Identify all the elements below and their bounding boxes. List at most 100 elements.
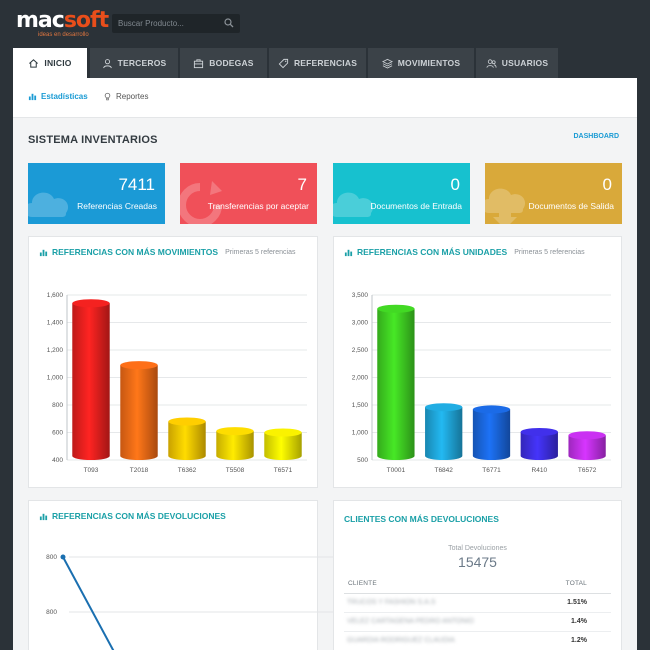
tag-icon	[278, 58, 289, 68]
bar[interactable]	[216, 427, 254, 460]
users-icon	[486, 58, 497, 68]
tab-label: USUARIOS	[501, 58, 549, 68]
stat-documentos-salida[interactable]: 0 Documentos de Salida	[485, 163, 622, 224]
client-total: 1.4%	[571, 618, 587, 625]
x-tick-label: T6571	[274, 467, 293, 474]
series-line	[62, 556, 115, 650]
tab-label: REFERENCIAS	[293, 58, 358, 68]
client-total: 1.2%	[571, 637, 587, 644]
tab-terceros[interactable]: TERCEROS	[90, 48, 178, 78]
tab-label: BODEGAS	[209, 58, 254, 68]
subtab-estadisticas[interactable]: Estadísticas	[28, 92, 88, 101]
panel-unidades: REFERENCIAS CON MÁS UNIDADES Primeras 5 …	[333, 236, 622, 488]
panel-movimientos: REFERENCIAS CON MÁS MOVIMIENTOS Primeras…	[28, 236, 318, 488]
panel-subtitle: Primeras 5 referencias	[514, 248, 585, 256]
x-tick-label: T6572	[578, 467, 597, 474]
tab-label: TERCEROS	[117, 58, 167, 68]
panel-clientes: CLIENTES CON MÁS DEVOLUCIONES Total Devo…	[333, 500, 622, 650]
panel-title: REFERENCIAS CON MÁS UNIDADES Primeras 5 …	[344, 247, 585, 257]
bar[interactable]	[168, 417, 206, 461]
subtab-reportes[interactable]: Reportes	[103, 92, 148, 101]
stat-documentos-entrada[interactable]: 0 Documentos de Entrada	[333, 163, 470, 224]
line-chart-devoluciones: 800 800	[46, 554, 347, 650]
y-tick-label: 1,000	[352, 430, 369, 437]
x-tick-label: T093	[84, 467, 99, 474]
y-tick-label: 800	[46, 609, 57, 616]
bar-chart-unidades: 500 1,000 1,500 2,000 2,500 3,000 3,500 T0001 T6…	[352, 292, 611, 474]
subtab-label: Reportes	[116, 92, 149, 101]
bar[interactable]	[377, 304, 415, 460]
y-tick-label: 1,400	[47, 320, 64, 327]
panel-title-text: REFERENCIAS CON MÁS MOVIMIENTOS	[52, 247, 219, 257]
y-tick-label: 1,600	[47, 292, 64, 299]
bar[interactable]	[120, 361, 158, 460]
bar[interactable]	[472, 405, 511, 460]
stat-value: 7	[297, 175, 307, 194]
stat-value: 0	[602, 175, 612, 194]
stat-transferencias[interactable]: 7 Transferencias por aceptar	[180, 163, 317, 224]
y-tick-label: 1,000	[47, 375, 64, 382]
bar-chart-icon	[39, 249, 48, 256]
brand-logo[interactable]: macsoft ideas en desarrollo	[16, 8, 109, 40]
main-nav: INICIO TERCEROS BODEGAS REFERENCIAS MOVI…	[13, 48, 558, 78]
dashboard-link[interactable]: DASHBOARD	[573, 133, 620, 140]
table-row[interactable]: TRUCOS Y FASHION S.A.S 1.51%	[344, 595, 611, 613]
table-row[interactable]: VELEZ CARTAGENA PEDRO ANTONIO 1.4%	[344, 614, 611, 632]
stat-referencias-creadas[interactable]: 7411 Referencias Creadas	[28, 163, 165, 224]
layers-icon	[381, 58, 393, 68]
page-title: SISTEMA INVENTARIOS	[28, 134, 158, 146]
cloud-upload-icon	[333, 192, 374, 217]
col-header-cliente: CLIENTE	[348, 580, 377, 587]
search-input[interactable]	[112, 14, 220, 33]
logo-wordmark: macsoft	[16, 8, 109, 34]
bar[interactable]	[72, 299, 110, 460]
tab-inicio[interactable]: INICIO	[13, 48, 87, 78]
y-tick-label: 1,200	[47, 347, 64, 354]
home-icon	[29, 58, 39, 68]
top-header: macsoft ideas en desarrollo	[0, 0, 650, 48]
bar[interactable]	[520, 427, 558, 460]
panel-subtitle: Primeras 5 referencias	[225, 248, 296, 256]
y-tick-label: 3,000	[352, 320, 369, 327]
briefcase-icon	[194, 58, 204, 68]
tab-usuarios[interactable]: USUARIOS	[476, 48, 558, 78]
col-header-total: TOTAL	[565, 580, 587, 587]
stat-label: Transferencias por aceptar	[207, 201, 309, 211]
client-total: 1.51%	[567, 599, 587, 606]
y-tick-label: 1,500	[352, 402, 369, 409]
bar-chart-icon	[28, 93, 37, 101]
x-tick-label: R410	[532, 467, 548, 474]
table-row[interactable]: GUARDIA RODRIGUEZ CLAUDIA 1.2%	[344, 633, 611, 650]
tab-bodegas[interactable]: BODEGAS	[180, 48, 267, 78]
x-tick-label: T2018	[130, 467, 149, 474]
user-icon	[102, 58, 112, 68]
refresh-icon	[180, 181, 222, 224]
x-tick-label: T0001	[387, 467, 406, 474]
tab-label: INICIO	[44, 58, 72, 68]
stat-label: Documentos de Entrada	[370, 201, 462, 211]
bar[interactable]	[568, 431, 606, 460]
logo-tagline: ideas en desarrollo	[38, 32, 89, 38]
bar[interactable]	[425, 403, 463, 460]
y-tick-label: 2,000	[352, 375, 369, 382]
total-label: Total Devoluciones	[448, 545, 507, 552]
search-box	[112, 14, 240, 33]
stat-value: 0	[450, 175, 460, 194]
header-divider	[344, 593, 611, 594]
tab-movimientos[interactable]: MOVIMIENTOS	[368, 48, 474, 78]
data-point[interactable]	[60, 554, 66, 560]
panel-devoluciones: REFERENCIAS CON MÁS DEVOLUCIONES 800 800	[28, 500, 347, 650]
y-tick-label: 500	[357, 457, 368, 464]
search-icon[interactable]	[224, 18, 234, 28]
y-tick-label: 800	[52, 402, 63, 409]
bar-chart-movimientos: 400 600 800 1,000 1,200 1,400 1,600 T093 T2018 T6…	[47, 292, 307, 474]
client-name: GUARDIA RODRIGUEZ CLAUDIA	[347, 637, 455, 644]
y-tick-label: 600	[52, 430, 63, 437]
cloud-icon	[28, 192, 69, 217]
x-tick-label: T6362	[178, 467, 197, 474]
stat-value: 7411	[118, 175, 155, 194]
tab-referencias[interactable]: REFERENCIAS	[269, 48, 366, 78]
bar[interactable]	[264, 428, 302, 461]
logo-mac: mac	[16, 8, 65, 33]
y-tick-label: 400	[52, 457, 63, 464]
